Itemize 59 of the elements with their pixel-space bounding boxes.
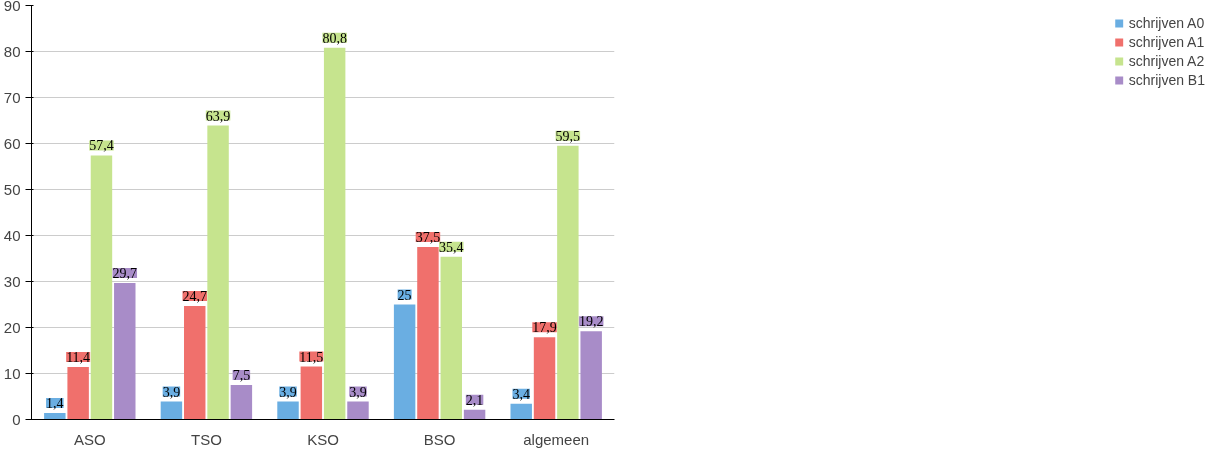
y-tick-label: 50 [3, 180, 21, 198]
legend-label: schrijven B1 [1128, 72, 1205, 88]
data-label: 80,8 [322, 30, 347, 46]
bar [440, 256, 462, 420]
bar [67, 367, 89, 420]
y-tick-label: 30 [3, 272, 21, 290]
bar [510, 403, 532, 420]
bar [533, 337, 556, 420]
y-tick-label: 40 [3, 226, 21, 244]
legend-label: schrijven A2 [1128, 53, 1205, 69]
x-tick-label: algemeen [523, 430, 590, 448]
bar [393, 304, 416, 420]
data-label: 2,1 [465, 392, 484, 408]
y-tick-label: 70 [3, 88, 21, 106]
x-tick-label: KSO [307, 430, 339, 448]
bar [277, 401, 299, 420]
bar [44, 413, 66, 420]
data-label: 3,9 [162, 384, 181, 400]
data-label: 29,7 [112, 265, 138, 281]
data-label: 11,5 [299, 349, 324, 365]
data-label: 63,9 [205, 108, 231, 124]
data-label: 17,9 [532, 320, 557, 336]
legend-label: schrijven A1 [1128, 34, 1205, 50]
data-label: 35,4 [439, 239, 464, 255]
bar [207, 125, 229, 420]
x-tick-label: BSO [423, 430, 456, 448]
data-label: 57,4 [89, 138, 114, 154]
y-tick-label: 20 [3, 318, 21, 336]
bar [184, 305, 206, 420]
y-tick-label: 80 [3, 42, 21, 60]
bar [347, 401, 369, 420]
data-label: 11,4 [66, 350, 91, 366]
data-label: 7,5 [232, 368, 251, 383]
legend-label: schrijven A0 [1128, 15, 1205, 31]
data-label: 1,4 [46, 396, 64, 412]
bar [557, 145, 579, 420]
data-label: 3,9 [349, 384, 367, 400]
data-label: 24,7 [182, 288, 207, 304]
x-tick-label: ASO [73, 430, 106, 448]
bar [160, 401, 183, 420]
y-tick-label: 60 [3, 134, 21, 152]
bar [580, 331, 602, 420]
bar [417, 247, 439, 420]
data-label: 59,5 [555, 128, 581, 144]
x-tick-label: TSO [190, 430, 222, 448]
data-label: 3,4 [512, 386, 530, 402]
bar [230, 385, 253, 420]
data-label: 3,9 [279, 384, 297, 400]
bar [300, 366, 323, 420]
y-tick-label: 90 [3, 0, 21, 14]
bar [323, 47, 346, 420]
y-tick-label: 10 [3, 364, 21, 382]
data-label: 25 [397, 287, 412, 303]
bar [114, 282, 136, 420]
bar [463, 409, 486, 420]
y-tick-label: 0 [12, 410, 21, 428]
bar [90, 155, 113, 420]
data-label: 19,2 [578, 314, 604, 330]
data-label: 37,5 [415, 230, 441, 245]
